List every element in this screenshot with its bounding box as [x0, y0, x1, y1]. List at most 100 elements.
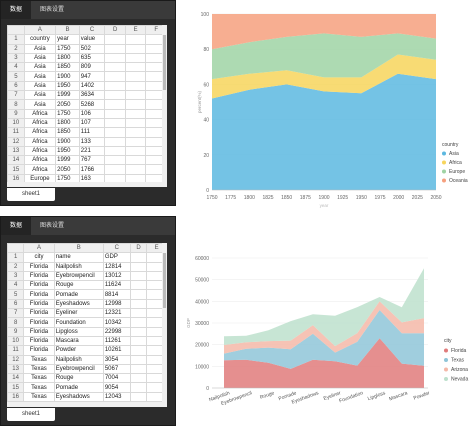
table-cell[interactable] — [129, 298, 148, 310]
table-cell[interactable]: 106 — [78, 108, 106, 119]
row-number[interactable]: 13 — [7, 363, 25, 375]
table-cell[interactable]: 1850 — [55, 62, 80, 73]
table-cell[interactable]: 8814 — [102, 289, 131, 300]
table-cell[interactable] — [124, 145, 147, 157]
table-cell[interactable]: Eyeshadows — [53, 298, 104, 310]
table-cell[interactable]: Africa — [23, 145, 57, 157]
table-cell[interactable] — [129, 382, 148, 393]
table-cell[interactable]: Pomade — [53, 382, 104, 393]
table-cell[interactable] — [129, 252, 148, 263]
table-cell[interactable]: country — [23, 34, 57, 45]
table-cell[interactable]: city — [23, 252, 55, 263]
table-cell[interactable]: Florida — [23, 270, 55, 282]
table-cell[interactable]: 809 — [78, 62, 106, 73]
row-number[interactable]: 16 — [7, 391, 25, 403]
table-cell[interactable] — [124, 127, 147, 138]
table-cell[interactable] — [129, 308, 148, 319]
table-cell[interactable]: 11624 — [102, 280, 131, 291]
table-cell[interactable]: 12998 — [102, 298, 131, 310]
table-cell[interactable]: Florida — [23, 298, 55, 310]
row-number[interactable]: 2 — [7, 261, 25, 272]
row-number[interactable]: 4 — [7, 280, 25, 291]
row-number[interactable]: 14 — [7, 155, 25, 166]
row-number[interactable]: 7 — [7, 90, 25, 101]
row-number[interactable]: 3 — [7, 270, 25, 282]
table-cell[interactable] — [104, 34, 126, 45]
table-cell[interactable]: 7004 — [102, 373, 131, 384]
column-header[interactable]: D — [104, 25, 126, 36]
row-number[interactable]: 13 — [7, 145, 25, 157]
row-number[interactable]: 5 — [7, 71, 25, 82]
table-cell[interactable]: Asia — [23, 80, 57, 92]
row-number[interactable]: 11 — [7, 345, 25, 356]
table-cell[interactable]: name — [53, 252, 104, 263]
table-cell[interactable]: 1850 — [55, 127, 80, 138]
row-number[interactable]: 1 — [7, 34, 25, 45]
table-cell[interactable]: Eyebrowpencil — [53, 363, 104, 375]
column-header[interactable]: E — [124, 25, 147, 36]
table-cell[interactable]: Asia — [23, 43, 57, 54]
table-cell[interactable]: Eyeliner — [53, 308, 104, 319]
table-cell[interactable]: Powder — [53, 345, 104, 356]
table-cell[interactable]: 947 — [78, 71, 106, 82]
table-cell[interactable] — [129, 391, 148, 403]
row-number[interactable]: 3 — [7, 52, 25, 64]
table-cell[interactable] — [129, 280, 148, 291]
table-cell[interactable]: 1900 — [55, 71, 80, 82]
table-cell[interactable]: 1999 — [55, 90, 80, 101]
row-number[interactable]: 15 — [7, 382, 25, 393]
table-cell[interactable]: Eyebrowpencil — [53, 270, 104, 282]
spreadsheet-grid[interactable]: A B C D E F 1 country year value 2 Asia 1750 502 3 Asia… — [7, 25, 167, 187]
table-cell[interactable] — [104, 127, 126, 138]
tab-chart-settings[interactable]: 图表设置 — [40, 7, 65, 13]
table-cell[interactable]: Florida — [23, 261, 55, 272]
table-cell[interactable]: Asia — [23, 99, 57, 110]
table-cell[interactable] — [124, 62, 147, 73]
row-number[interactable]: 12 — [7, 354, 25, 365]
table-cell[interactable] — [129, 317, 148, 328]
sheet-tab[interactable]: sheet1 — [7, 188, 55, 201]
table-cell[interactable]: 1402 — [78, 80, 106, 92]
table-cell[interactable] — [124, 155, 147, 166]
table-cell[interactable] — [104, 145, 126, 157]
row-number[interactable]: 4 — [7, 62, 25, 73]
column-header[interactable]: C — [78, 25, 106, 36]
table-cell[interactable]: Texas — [23, 382, 55, 393]
table-cell[interactable] — [124, 52, 147, 64]
table-cell[interactable]: Mascara — [53, 335, 104, 347]
table-cell[interactable]: Florida — [23, 308, 55, 319]
vertical-scrollbar[interactable] — [162, 25, 167, 187]
table-cell[interactable] — [124, 71, 147, 82]
tab-data[interactable]: 数据 — [1, 1, 32, 19]
row-number[interactable]: 6 — [7, 80, 25, 92]
table-cell[interactable] — [124, 99, 147, 110]
table-cell[interactable] — [124, 108, 147, 119]
table-cell[interactable]: Eyeshadows — [53, 391, 104, 403]
table-cell[interactable]: Rouge — [53, 373, 104, 384]
row-number[interactable]: 7 — [7, 308, 25, 319]
row-number[interactable]: 2 — [7, 43, 25, 54]
row-number[interactable]: 10 — [7, 117, 25, 129]
table-cell[interactable]: Nailpolish — [53, 261, 104, 272]
spreadsheet-table[interactable]: A B C D E F 1 country year value 2 Asia 1750 502 3 Asia… — [7, 25, 167, 185]
row-number[interactable]: 6 — [7, 298, 25, 310]
table-cell[interactable]: 12814 — [102, 261, 131, 272]
table-cell[interactable] — [104, 62, 126, 73]
table-cell[interactable] — [129, 261, 148, 272]
table-cell[interactable]: 1750 — [55, 108, 80, 119]
table-cell[interactable]: 5067 — [102, 363, 131, 375]
table-cell[interactable]: 767 — [78, 155, 106, 166]
table-cell[interactable]: 12321 — [102, 308, 131, 319]
table-cell[interactable]: 12043 — [102, 391, 131, 403]
table-cell[interactable]: 221 — [78, 145, 106, 157]
table-cell[interactable]: Africa — [23, 136, 57, 147]
table-cell[interactable]: 3054 — [102, 354, 131, 365]
table-cell[interactable] — [124, 43, 147, 54]
table-cell[interactable] — [129, 345, 148, 356]
table-cell[interactable]: 3634 — [78, 90, 106, 101]
table-cell[interactable]: 111 — [78, 127, 106, 138]
table-cell[interactable]: Africa — [23, 108, 57, 119]
row-number[interactable]: 10 — [7, 335, 25, 347]
table-cell[interactable]: Lipgloss — [53, 326, 104, 337]
table-cell[interactable] — [104, 43, 126, 54]
